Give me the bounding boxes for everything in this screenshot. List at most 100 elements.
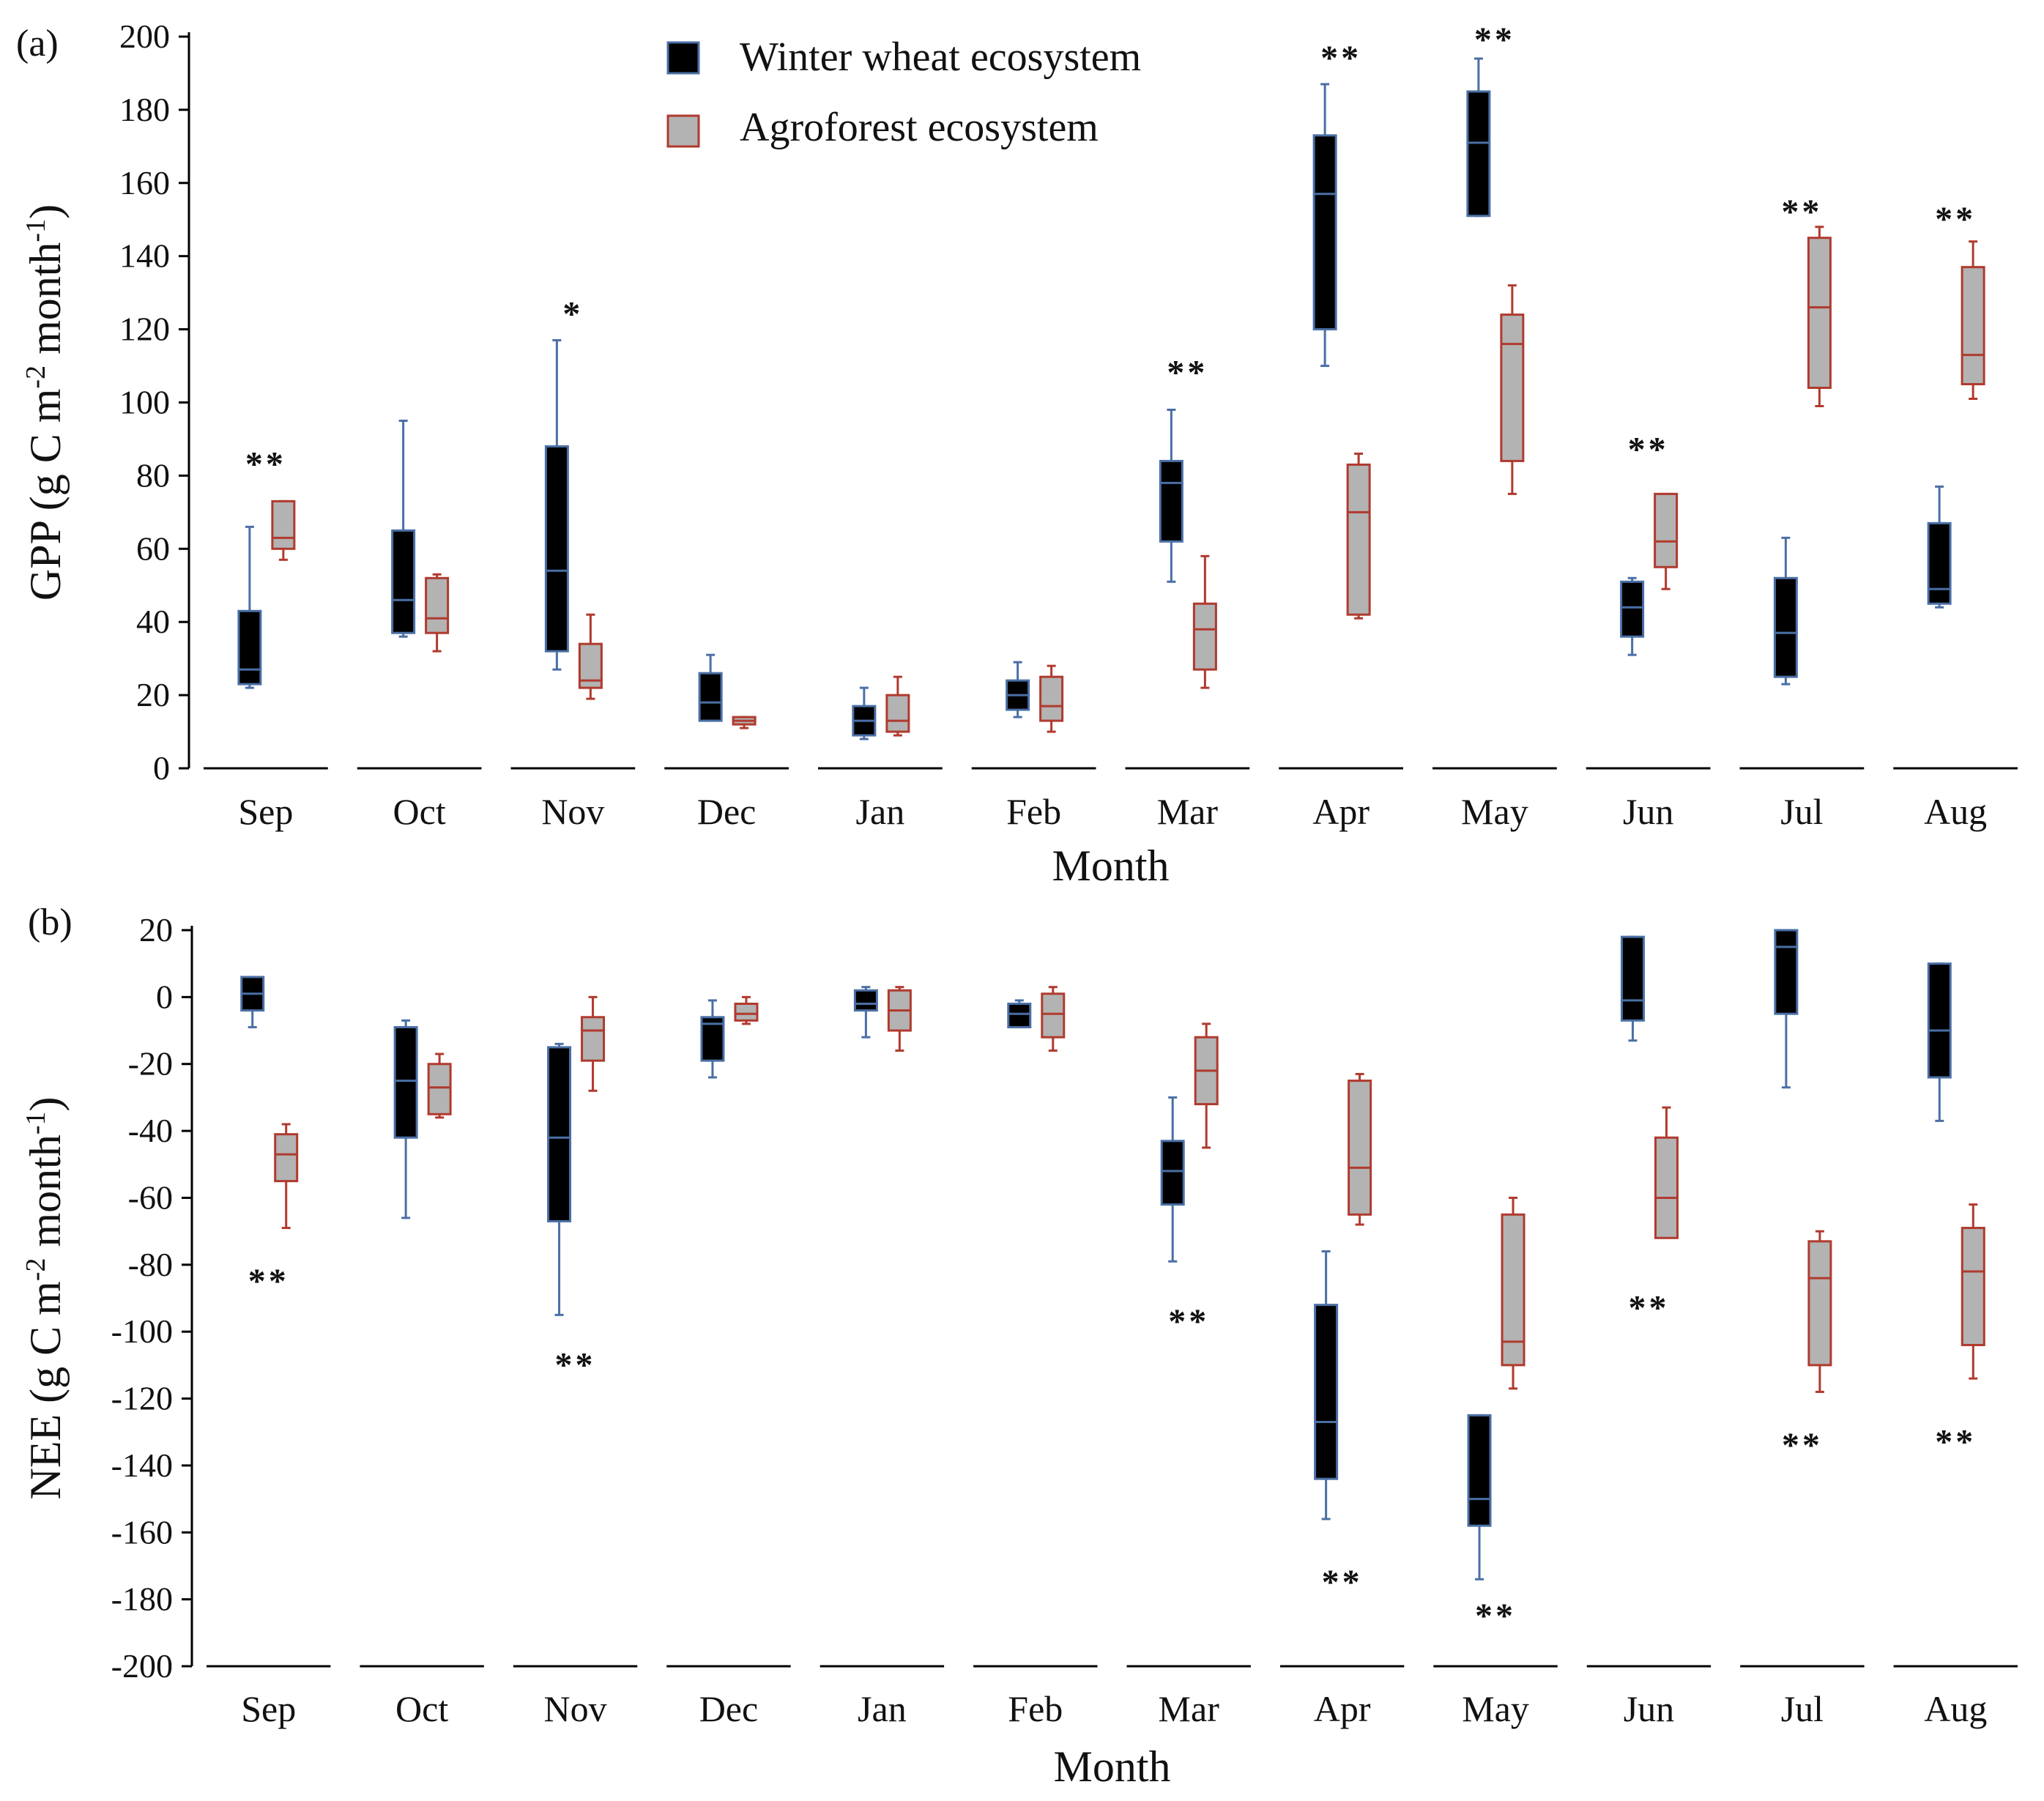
significance-marker-may: ** xyxy=(1474,21,1515,59)
y-tick-label: 180 xyxy=(119,91,170,128)
significance-marker-apr: ** xyxy=(1320,39,1361,78)
month-label-jan: Jan xyxy=(856,791,905,832)
month-label-apr: Apr xyxy=(1314,1688,1371,1729)
box-body xyxy=(237,609,262,686)
month-label-apr: Apr xyxy=(1312,791,1370,832)
y-tick-label: -100 xyxy=(111,1312,173,1350)
box-body xyxy=(427,1063,452,1115)
significance-marker-mar: ** xyxy=(1168,1302,1209,1341)
box-agro-mar xyxy=(1192,554,1217,689)
month-label-jul: Jul xyxy=(1781,1688,1824,1729)
box-wheat-nov xyxy=(547,1042,572,1316)
box-agro-aug xyxy=(1961,1203,1985,1380)
y-tick-label: -80 xyxy=(128,1246,173,1283)
box-wheat-oct xyxy=(391,419,416,638)
box-wheat-jul xyxy=(1773,536,1798,686)
box-body xyxy=(1160,1140,1185,1206)
y-tick-label: -140 xyxy=(111,1447,173,1484)
month-label-jul: Jul xyxy=(1780,791,1823,832)
legend-swatch-agro xyxy=(666,114,700,148)
legend-label-agro: Agroforest ecosystem xyxy=(740,105,1099,150)
significance-marker-jun: ** xyxy=(1628,430,1669,469)
y-tick-label: 60 xyxy=(136,530,170,567)
y-tick-label: -120 xyxy=(111,1380,173,1417)
significance-marker-nov: ** xyxy=(555,1345,596,1384)
month-label-sep: Sep xyxy=(241,1688,296,1729)
month-label-aug: Aug xyxy=(1924,791,1987,832)
y-tick-label: -200 xyxy=(111,1647,173,1685)
box-agro-nov xyxy=(581,995,606,1092)
y-tick-label: 0 xyxy=(156,978,173,1015)
month-label-nov: Nov xyxy=(541,791,604,832)
box-wheat-mar xyxy=(1159,408,1183,583)
box-body xyxy=(853,989,878,1012)
month-label-dec: Dec xyxy=(699,1688,759,1729)
x-axis-title: Month xyxy=(1052,842,1169,890)
box-body xyxy=(1774,929,1799,1015)
legend: Winter wheat ecosystem Agroforest ecosys… xyxy=(666,34,1141,150)
box-wheat-dec xyxy=(698,653,723,722)
panel-a-gpp: 0 20 40 60 80 100 120 140 160 180 200 Sep Oct Nov Dec J… xyxy=(16,18,2018,890)
month-label-nov: Nov xyxy=(543,1688,606,1729)
y-tick-label: 120 xyxy=(119,311,170,348)
legend-label-wheat: Winter wheat ecosystem xyxy=(740,34,1141,80)
y-tick-label: -160 xyxy=(111,1513,173,1551)
box-wheat-apr xyxy=(1314,1250,1339,1520)
box-body xyxy=(1346,463,1371,616)
significance-marker-sep: ** xyxy=(248,1262,289,1301)
significance-marker-aug: ** xyxy=(1935,1422,1976,1461)
y-tick-label: -60 xyxy=(128,1178,173,1216)
box-body xyxy=(1039,675,1064,722)
significance-marker-jul: ** xyxy=(1782,1426,1823,1465)
box-wheat-aug xyxy=(1927,962,1952,1122)
box-body xyxy=(1807,237,1832,390)
y-tick-label: 100 xyxy=(119,384,170,421)
month-label-feb: Feb xyxy=(1008,1688,1063,1729)
box-body xyxy=(1927,962,1952,1079)
box-wheat-sep xyxy=(237,525,262,689)
box-body xyxy=(391,529,416,634)
box-agro-feb xyxy=(1039,664,1064,733)
month-label-mar: Mar xyxy=(1159,1688,1220,1729)
box-body xyxy=(1192,602,1217,671)
month-label-dec: Dec xyxy=(697,791,757,832)
significance-marker-nov: * xyxy=(562,295,583,334)
box-agro-oct xyxy=(425,573,450,653)
month-label-aug: Aug xyxy=(1924,1688,1987,1729)
box-agro-sep xyxy=(271,500,296,561)
box-wheat-sep xyxy=(240,976,265,1028)
box-body xyxy=(1314,1304,1339,1480)
box-body xyxy=(393,1025,418,1139)
box-agro-jul xyxy=(1807,226,1832,407)
box-agro-apr xyxy=(1346,452,1371,620)
month-label-jan: Jan xyxy=(858,1688,907,1729)
box-wheat-nov xyxy=(544,339,569,671)
box-agro-jan xyxy=(887,986,912,1052)
box-agro-may xyxy=(1501,1196,1525,1390)
box-body xyxy=(1312,134,1337,331)
box-wheat-dec xyxy=(700,999,725,1079)
box-body xyxy=(547,1046,572,1222)
box-body xyxy=(1007,1003,1032,1028)
y-tick-label: 160 xyxy=(119,164,170,201)
box-body xyxy=(1927,521,1952,605)
box-agro-jun xyxy=(1654,1106,1679,1239)
box-body xyxy=(1773,576,1798,678)
box-wheat-mar xyxy=(1160,1096,1185,1263)
month-label-oct: Oct xyxy=(393,791,446,832)
y-tick-label: -20 xyxy=(128,1045,173,1083)
box-body xyxy=(1348,1080,1372,1216)
month-label-may: May xyxy=(1462,1688,1529,1729)
box-wheat-jan xyxy=(853,986,878,1039)
month-label-sep: Sep xyxy=(238,791,293,832)
box-agro-dec xyxy=(734,995,759,1025)
box-body xyxy=(1466,90,1491,218)
box-agro-oct xyxy=(427,1052,452,1119)
box-agro-aug xyxy=(1961,240,1985,401)
box-agro-jan xyxy=(885,675,910,737)
box-body xyxy=(544,445,569,653)
box-body xyxy=(1961,1227,1985,1346)
box-wheat-oct xyxy=(393,1019,418,1219)
month-label-jun: Jun xyxy=(1623,791,1673,832)
significance-marker-mar: ** xyxy=(1167,354,1208,393)
